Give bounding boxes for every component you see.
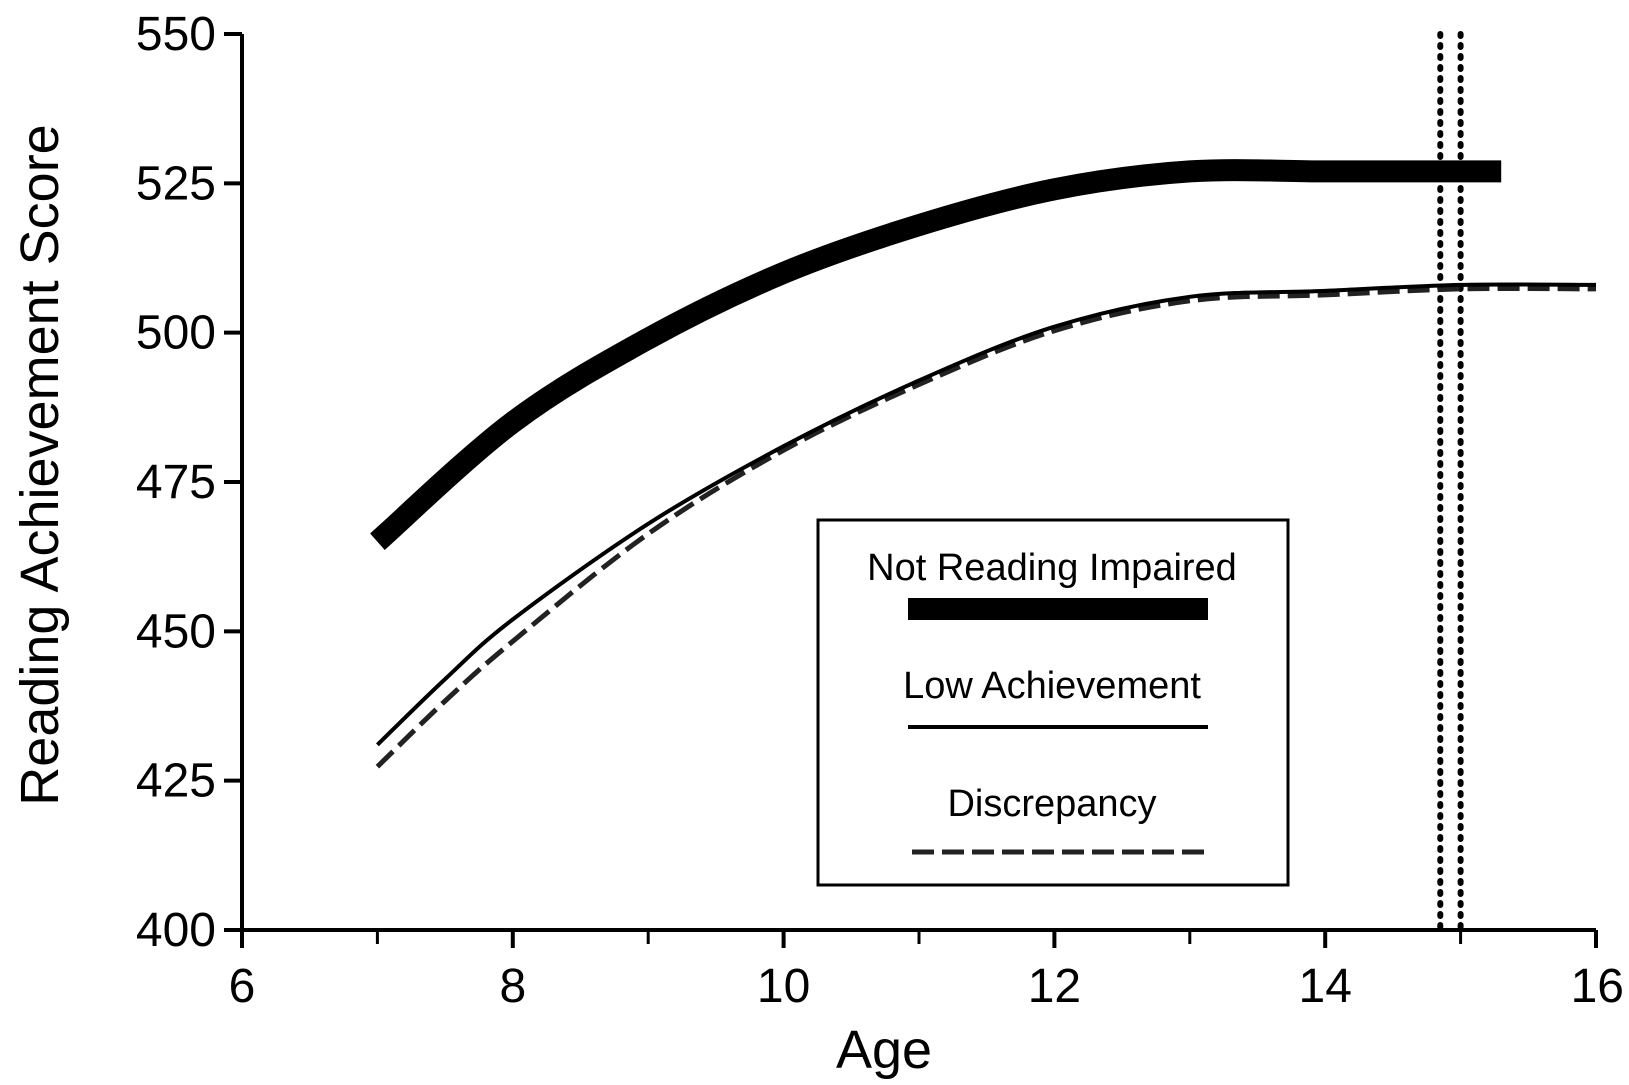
x-tick-label-16: 16 — [1571, 960, 1624, 1013]
series-line-not-reading-impaired — [370, 159, 1502, 550]
x-tick-label-8: 8 — [499, 960, 526, 1013]
x-tick-label-6: 6 — [229, 960, 256, 1013]
axes: 400 425 450 475 500 525 550 6 8 10 12 14 16 — [136, 8, 1624, 1013]
legend: Not Reading Impaired Low Achievement Dis… — [816, 518, 1290, 887]
series-line-discrepancy — [375, 285, 1597, 769]
legend-label-low-achievement: Low Achievement — [903, 665, 1201, 707]
x-axis-title: Age — [836, 1020, 932, 1080]
series-line-low-achievement — [376, 282, 1597, 747]
legend-label-not-reading-impaired: Not Reading Impaired — [867, 547, 1237, 589]
y-tick-label-525: 525 — [136, 157, 216, 210]
x-tick-label-10: 10 — [757, 960, 810, 1013]
y-tick-label-500: 500 — [136, 307, 216, 360]
legend-label-discrepancy: Discrepancy — [947, 783, 1156, 825]
y-tick-label-475: 475 — [136, 456, 216, 509]
legend-box — [816, 518, 1290, 887]
x-tick-label-14: 14 — [1299, 960, 1352, 1013]
y-tick-label-550: 550 — [136, 8, 216, 61]
x-tick-label-12: 12 — [1028, 960, 1081, 1013]
y-tick-label-400: 400 — [136, 904, 216, 957]
y-tick-label-425: 425 — [136, 755, 216, 808]
plot-area — [370, 31, 1597, 931]
y-tick-label-450: 450 — [136, 605, 216, 658]
y-axis-title: Reading Achievement Score — [10, 124, 70, 805]
